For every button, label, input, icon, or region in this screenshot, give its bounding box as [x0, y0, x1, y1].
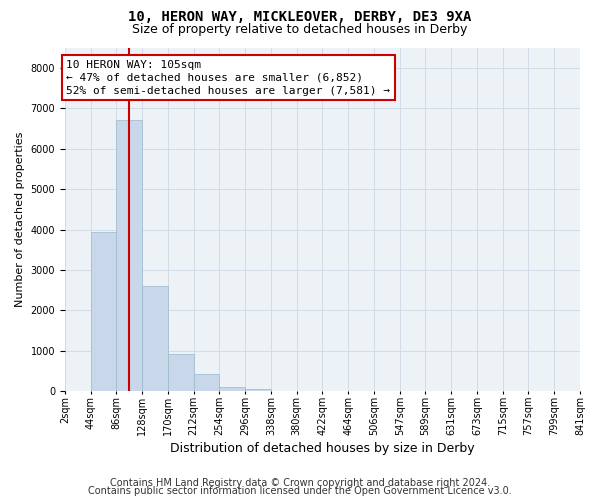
Bar — [220, 386, 245, 392]
X-axis label: Distribution of detached houses by size in Derby: Distribution of detached houses by size … — [170, 442, 475, 455]
Bar — [194, 374, 220, 392]
Bar — [91, 232, 116, 392]
Text: 10 HERON WAY: 105sqm
← 47% of detached houses are smaller (6,852)
52% of semi-de: 10 HERON WAY: 105sqm ← 47% of detached h… — [66, 60, 390, 96]
Y-axis label: Number of detached properties: Number of detached properties — [15, 132, 25, 307]
Text: Contains HM Land Registry data © Crown copyright and database right 2024.: Contains HM Land Registry data © Crown c… — [110, 478, 490, 488]
Bar — [116, 120, 142, 392]
Bar — [245, 390, 271, 392]
Bar — [168, 354, 194, 392]
Bar — [142, 286, 168, 392]
Text: 10, HERON WAY, MICKLEOVER, DERBY, DE3 9XA: 10, HERON WAY, MICKLEOVER, DERBY, DE3 9X… — [128, 10, 472, 24]
Text: Contains public sector information licensed under the Open Government Licence v3: Contains public sector information licen… — [88, 486, 512, 496]
Text: Size of property relative to detached houses in Derby: Size of property relative to detached ho… — [133, 22, 467, 36]
